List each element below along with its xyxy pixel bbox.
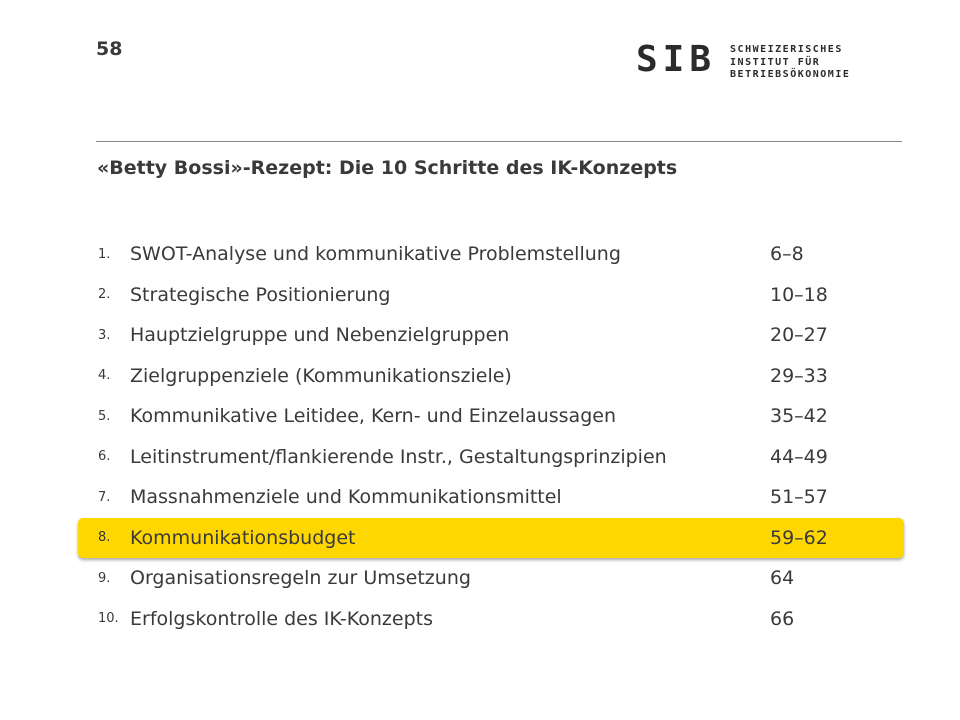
item-label: Hauptzielgruppe und Nebenzielgruppen	[130, 324, 510, 347]
logo-mark: SIB	[636, 39, 717, 80]
item-pages: 20–27	[770, 324, 828, 347]
item-label: Zielgruppenziele (Kommunikationsziele)	[130, 364, 512, 387]
item-label: Erfolgskontrolle des IK-Konzepts	[130, 607, 433, 630]
list-item: 5. Kommunikative Leitidee, Kern- und Ein…	[78, 396, 904, 437]
item-label: Kommunikationsbudget	[130, 526, 356, 549]
header-divider	[96, 141, 902, 142]
list-item: 3. Hauptzielgruppe und Nebenzielgruppen …	[78, 315, 904, 356]
item-label: SWOT-Analyse und kommunikative Problemst…	[130, 243, 621, 266]
item-number: 4.	[98, 368, 111, 384]
logo-text: SCHWEIZERISCHES INSTITUT FÜR BETRIEBSÖKO…	[730, 44, 850, 82]
item-label: Kommunikative Leitidee, Kern- und Einzel…	[130, 405, 616, 428]
item-pages: 29–33	[770, 364, 828, 387]
logo-line-3: BETRIEBSÖKONOMIE	[730, 69, 851, 80]
item-label: Massnahmenziele und Kommunikationsmittel	[130, 486, 562, 509]
page-number: 58	[96, 38, 123, 60]
item-number: 8.	[98, 530, 111, 546]
slide-title: «Betty Bossi»-Rezept: Die 10 Schritte de…	[97, 157, 678, 179]
list-item: 4. Zielgruppenziele (Kommunikationsziele…	[78, 356, 904, 397]
item-label: Organisationsregeln zur Umsetzung	[130, 567, 471, 590]
item-number: 3.	[98, 327, 111, 343]
list-item: 8. Kommunikationsbudget 59–62	[78, 517, 904, 558]
item-pages: 35–42	[770, 405, 828, 428]
logo-line-2: INSTITUT FÜR	[730, 56, 821, 68]
list-item: 9. Organisationsregeln zur Umsetzung 64	[78, 558, 904, 599]
item-label: Leitinstrument/flankierende Instr., Gest…	[130, 445, 667, 468]
list-item: 2. Strategische Positionierung 10–18	[78, 275, 904, 316]
steps-list: 1. SWOT-Analyse und kommunikative Proble…	[78, 234, 904, 639]
item-pages: 59–62	[770, 526, 828, 549]
logo-line-1: SCHWEIZERISCHES	[730, 44, 843, 55]
item-pages: 44–49	[770, 445, 828, 468]
item-pages: 51–57	[770, 486, 828, 509]
item-pages: 10–18	[770, 283, 828, 306]
item-number: 6.	[98, 449, 111, 465]
list-item: 7. Massnahmenziele und Kommunikationsmit…	[78, 477, 904, 518]
item-number: 1.	[98, 246, 111, 262]
list-item: 10. Erfolgskontrolle des IK-Konzepts 66	[78, 599, 904, 640]
item-number: 2.	[98, 287, 111, 303]
item-label: Strategische Positionierung	[130, 283, 391, 306]
item-pages: 66	[770, 607, 795, 630]
list-item: 6. Leitinstrument/flankierende Instr., G…	[78, 437, 904, 478]
item-number: 10.	[98, 611, 119, 627]
item-number: 9.	[98, 570, 111, 586]
item-pages: 64	[770, 567, 795, 590]
item-pages: 6–8	[770, 243, 804, 266]
item-number: 7.	[98, 489, 111, 505]
list-item: 1. SWOT-Analyse und kommunikative Proble…	[78, 234, 904, 275]
sib-logo: SIB SCHWEIZERISCHES INSTITUT FÜR BETRIEB…	[636, 40, 850, 82]
item-number: 5.	[98, 408, 111, 424]
